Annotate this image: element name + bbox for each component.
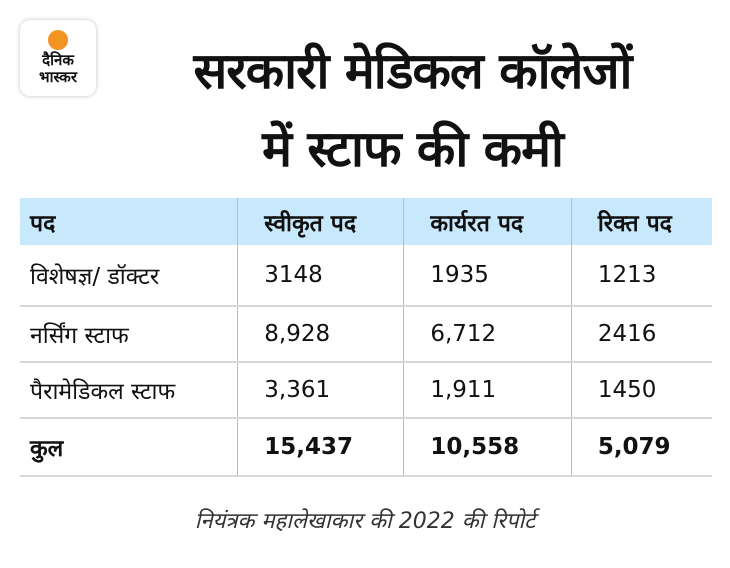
cell: 8,928 bbox=[237, 305, 404, 363]
cell: 3148 bbox=[237, 245, 404, 307]
title-line1: सरकारी मेडिकल कॉलेजों bbox=[193, 42, 632, 100]
header-vacant: रिक्त पद bbox=[570, 198, 712, 245]
cell: 15,437 bbox=[237, 417, 404, 477]
cell: नर्सिंग स्टाफ bbox=[20, 305, 238, 363]
cell: 6,712 bbox=[403, 305, 572, 363]
table-row: नर्सिंग स्टाफ 8,928 6,712 2416 bbox=[20, 305, 712, 363]
sun-icon bbox=[48, 30, 68, 50]
total-row: कुल 15,437 10,558 5,079 bbox=[20, 417, 712, 477]
header-post: पद bbox=[20, 198, 238, 245]
cell: विशेषज्ञ/ डॉक्टर bbox=[20, 245, 238, 307]
logo-text-line2: भास्कर bbox=[39, 68, 77, 86]
table-row: विशेषज्ञ/ डॉक्टर 3148 1935 1213 bbox=[20, 245, 712, 307]
cell: 1,911 bbox=[403, 361, 572, 419]
header-working: कार्यरत पद bbox=[403, 198, 572, 245]
table-header: पद स्वीकृत पद कार्यरत पद रिक्त पद bbox=[20, 198, 712, 245]
title-line2: में स्टाफ की कमी bbox=[262, 120, 564, 178]
header-sanctioned: स्वीकृत पद bbox=[237, 198, 404, 245]
cell: 3,361 bbox=[237, 361, 404, 419]
table-row: पैरामेडिकल स्टाफ 3,361 1,911 1450 bbox=[20, 361, 712, 419]
cell: 2416 bbox=[570, 305, 712, 363]
cell: पैरामेडिकल स्टाफ bbox=[20, 361, 238, 419]
cell: 1935 bbox=[403, 245, 572, 307]
source-note: नियंत्रक महालेखाकार की 2022 की रिपोर्ट bbox=[194, 509, 536, 534]
staff-table: पद स्वीकृत पद कार्यरत पद रिक्त पद विशेषज… bbox=[20, 198, 712, 477]
cell: 1213 bbox=[570, 245, 712, 307]
logo-text-line1: दैनिक bbox=[42, 51, 74, 69]
cell: 10,558 bbox=[403, 417, 572, 477]
cell: 5,079 bbox=[570, 417, 712, 477]
cell: कुल bbox=[20, 417, 238, 477]
page-title: सरकारी मेडिकल कॉलेजों में स्टाफ की कमी bbox=[105, 32, 720, 188]
cell: 1450 bbox=[570, 361, 712, 419]
dainik-bhaskar-logo: दैनिक भास्कर bbox=[20, 20, 96, 96]
